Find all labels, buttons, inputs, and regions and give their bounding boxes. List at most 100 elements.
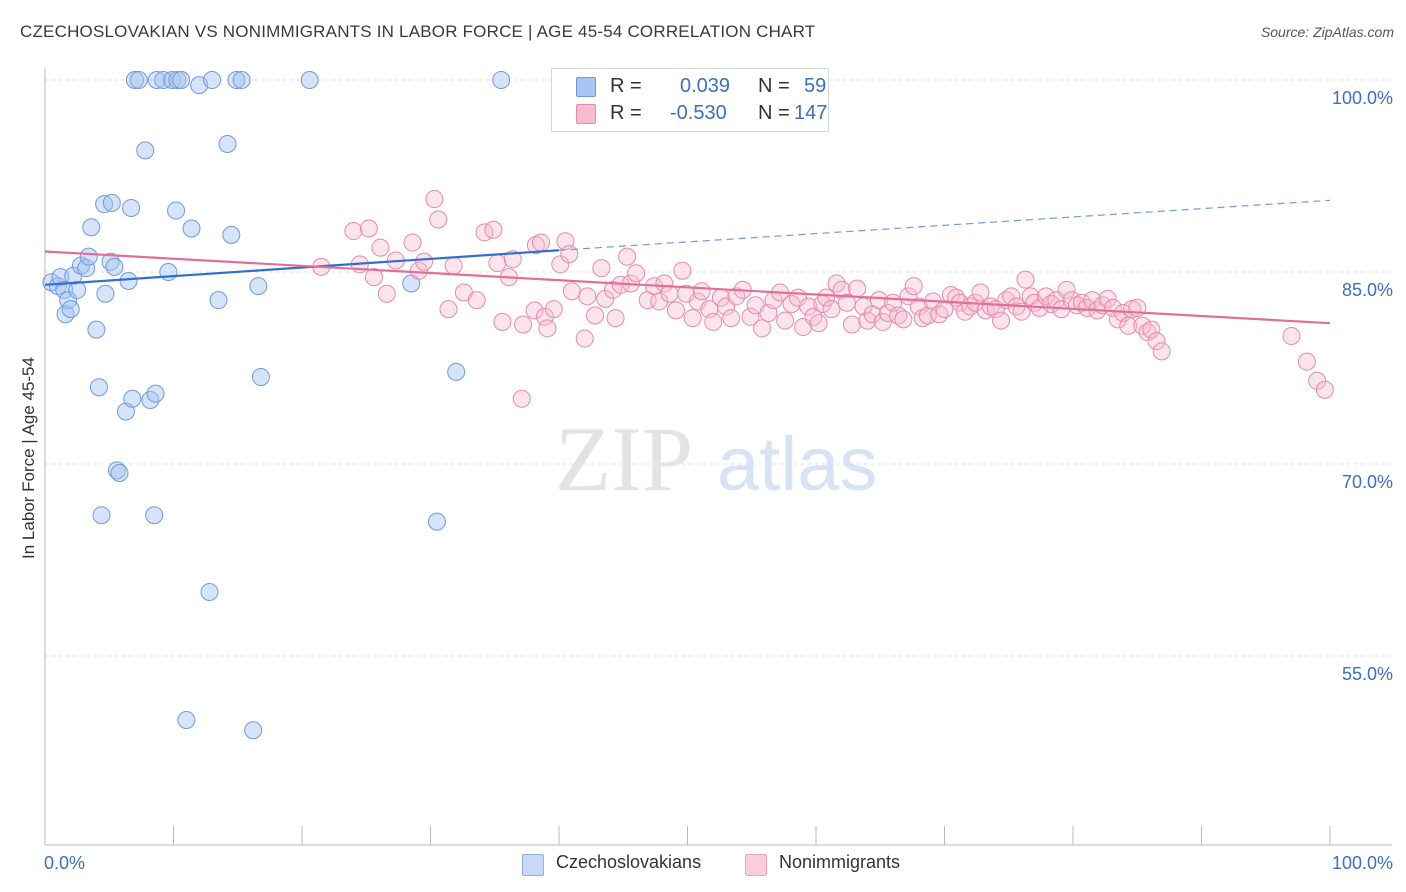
czechoslovakian-point [182, 219, 201, 238]
czechoslovakian-point [68, 280, 87, 299]
nonimmigrant-point [842, 315, 861, 334]
czechoslovakian-point [172, 71, 191, 89]
nonimmigrant-point [1119, 316, 1138, 335]
nonimmigrant-point [869, 291, 888, 310]
series-nonimmigrants [312, 190, 1334, 408]
czechoslovakian-point [129, 71, 148, 89]
nonimmigrant-point [364, 268, 383, 287]
nonimmigrant-point [467, 291, 486, 310]
czechoslovakian-point [82, 218, 101, 237]
axes [44, 68, 1392, 846]
nonimmigrant-point [918, 306, 937, 325]
czechoslovakian-point [122, 199, 141, 217]
nonimmigrant-trend-line [44, 250, 1331, 325]
chart-title: CZECHOSLOVAKIAN VS NONIMMIGRANTS IN LABO… [20, 22, 816, 41]
nonimmigrant-point [526, 236, 545, 255]
czechoslovakian-point [168, 71, 187, 89]
legend-n-label: N = [758, 75, 790, 97]
nonimmigrant-point [753, 319, 772, 338]
nonimmigrant-point [514, 315, 533, 334]
y-tick-label: 70.0% [1342, 472, 1393, 492]
czechoslovakian-point [167, 201, 186, 220]
nonimmigrant-point [535, 307, 554, 326]
nonimmigrant-point [1012, 302, 1031, 321]
czechoslovakian-point [96, 284, 115, 303]
czechoslovakian-point [251, 367, 270, 386]
legend-n-value: 147 [794, 102, 828, 124]
nonimmigrant-point [930, 305, 949, 324]
nonimmigrant-point [403, 233, 422, 252]
czechoslovakian-point [249, 277, 268, 296]
nonimmigrant-point [551, 255, 570, 274]
nonimmigrant-point [992, 311, 1011, 330]
watermark-atlas: atlas [717, 422, 878, 507]
czechoslovakian-point [177, 711, 196, 729]
czechoslovakian-point [110, 463, 129, 482]
nonimmigrant-point [578, 287, 597, 306]
czechoslovakian-point [427, 512, 446, 531]
czechoslovakian-point [227, 71, 246, 89]
nonimmigrant-point [776, 311, 795, 330]
nonimmigrant-point [837, 293, 856, 312]
czechoslovakian-point [145, 506, 164, 525]
nonimmigrant-point [809, 314, 828, 333]
czechoslovakian-trend-extension [558, 199, 1331, 251]
nonimmigrant-point [344, 222, 363, 241]
nonimmigrant-point [741, 307, 760, 326]
nonimmigrant-point [913, 309, 932, 328]
grid-lines [45, 79, 1392, 657]
czechoslovakian-point [92, 506, 111, 525]
czechoslovakian-point [89, 378, 108, 397]
trend-lines [44, 199, 1331, 325]
czechoslovakian-point [105, 257, 124, 276]
nonimmigrant-point [683, 309, 702, 328]
legend-r-label: R = [610, 75, 642, 97]
nonimmigrant-point [878, 303, 897, 322]
nonimmigrant-point [493, 312, 512, 331]
czechoslovakian-point [244, 721, 263, 740]
nonimmigrant-point [371, 238, 390, 257]
nonimmigrant-point [894, 310, 913, 329]
y-axis-label: In Labor Force | Age 45-54 [19, 357, 38, 559]
y-tick-label: 55.0% [1342, 664, 1393, 684]
czechoslovakian-point [218, 135, 237, 153]
czechoslovakian-point [203, 71, 222, 89]
nonimmigrant-point [575, 329, 594, 348]
czechoslovakian-point [95, 195, 114, 214]
bottom-legend-swatch-blue [522, 854, 544, 876]
nonimmigrant-point [503, 250, 522, 269]
x-tick-label: 100.0% [1332, 853, 1393, 873]
nonimmigrant-point [525, 301, 544, 320]
nonimmigrant-point [439, 300, 458, 319]
czechoslovakian-point [146, 384, 165, 403]
nonimmigrant-point [660, 284, 679, 303]
bottom-legend-swatch-pink [745, 854, 767, 876]
nonimmigrant-point [848, 279, 867, 298]
legend-swatch-pink [576, 104, 596, 124]
nonimmigrant-point [817, 288, 836, 307]
nonimmigrant-point [532, 233, 551, 252]
czechoslovakian-point [79, 247, 98, 266]
nonimmigrant-point [1016, 270, 1035, 289]
czechoslovakian-point [136, 141, 155, 160]
nonimmigrant-point [409, 261, 428, 280]
nonimmigrant-point [1072, 293, 1091, 312]
nonimmigrant-point [484, 220, 503, 239]
czechoslovakian-point [119, 271, 138, 290]
watermark: ZIP atlas [555, 408, 878, 510]
legend-n-label: N = [758, 102, 790, 124]
nonimmigrant-point [673, 261, 692, 280]
nonimmigrant-point [1152, 342, 1171, 361]
nonimmigrant-point [444, 256, 463, 275]
watermark-zip: ZIP [555, 408, 693, 510]
czechoslovakian-point [222, 225, 241, 244]
nonimmigrant-point [981, 297, 1000, 316]
czechoslovakian-point [209, 291, 228, 310]
czechoslovakian-point [102, 193, 121, 212]
czechoslovakian-point [87, 320, 106, 339]
nonimmigrant-point [1282, 327, 1301, 345]
czechoslovakian-point [56, 305, 75, 324]
nonimmigrant-point [1315, 380, 1334, 399]
nonimmigrant-point [727, 287, 746, 306]
